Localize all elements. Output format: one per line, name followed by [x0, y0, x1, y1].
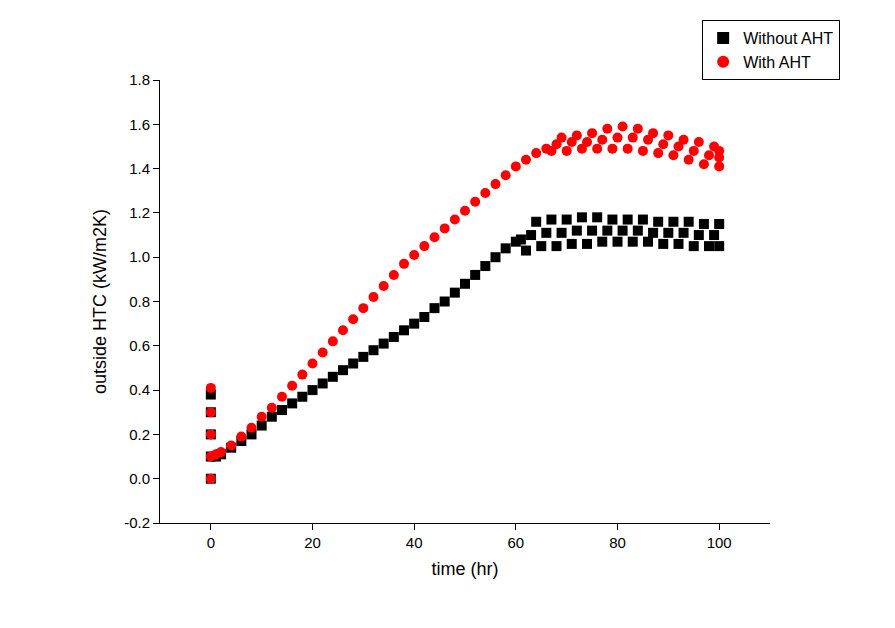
svg-text:With AHT: With AHT [743, 54, 811, 71]
svg-text:1.8: 1.8 [129, 71, 150, 88]
svg-text:20: 20 [304, 534, 321, 551]
svg-text:40: 40 [406, 534, 423, 551]
svg-text:1.4: 1.4 [129, 160, 150, 177]
svg-text:-0.2: -0.2 [124, 514, 150, 531]
svg-text:0.2: 0.2 [129, 426, 150, 443]
svg-text:0.4: 0.4 [129, 381, 150, 398]
svg-text:outside HTC (kW/m2K): outside HTC (kW/m2K) [90, 209, 110, 394]
svg-text:0: 0 [207, 534, 215, 551]
svg-text:Without AHT: Without AHT [743, 30, 833, 47]
svg-text:80: 80 [609, 534, 626, 551]
svg-text:60: 60 [507, 534, 524, 551]
svg-text:0.8: 0.8 [129, 293, 150, 310]
svg-text:0.6: 0.6 [129, 337, 150, 354]
svg-text:0.0: 0.0 [129, 470, 150, 487]
svg-text:1.0: 1.0 [129, 248, 150, 265]
svg-text:time (hr): time (hr) [432, 559, 499, 579]
svg-text:1.2: 1.2 [129, 204, 150, 221]
svg-text:1.6: 1.6 [129, 116, 150, 133]
svg-text:100: 100 [707, 534, 732, 551]
